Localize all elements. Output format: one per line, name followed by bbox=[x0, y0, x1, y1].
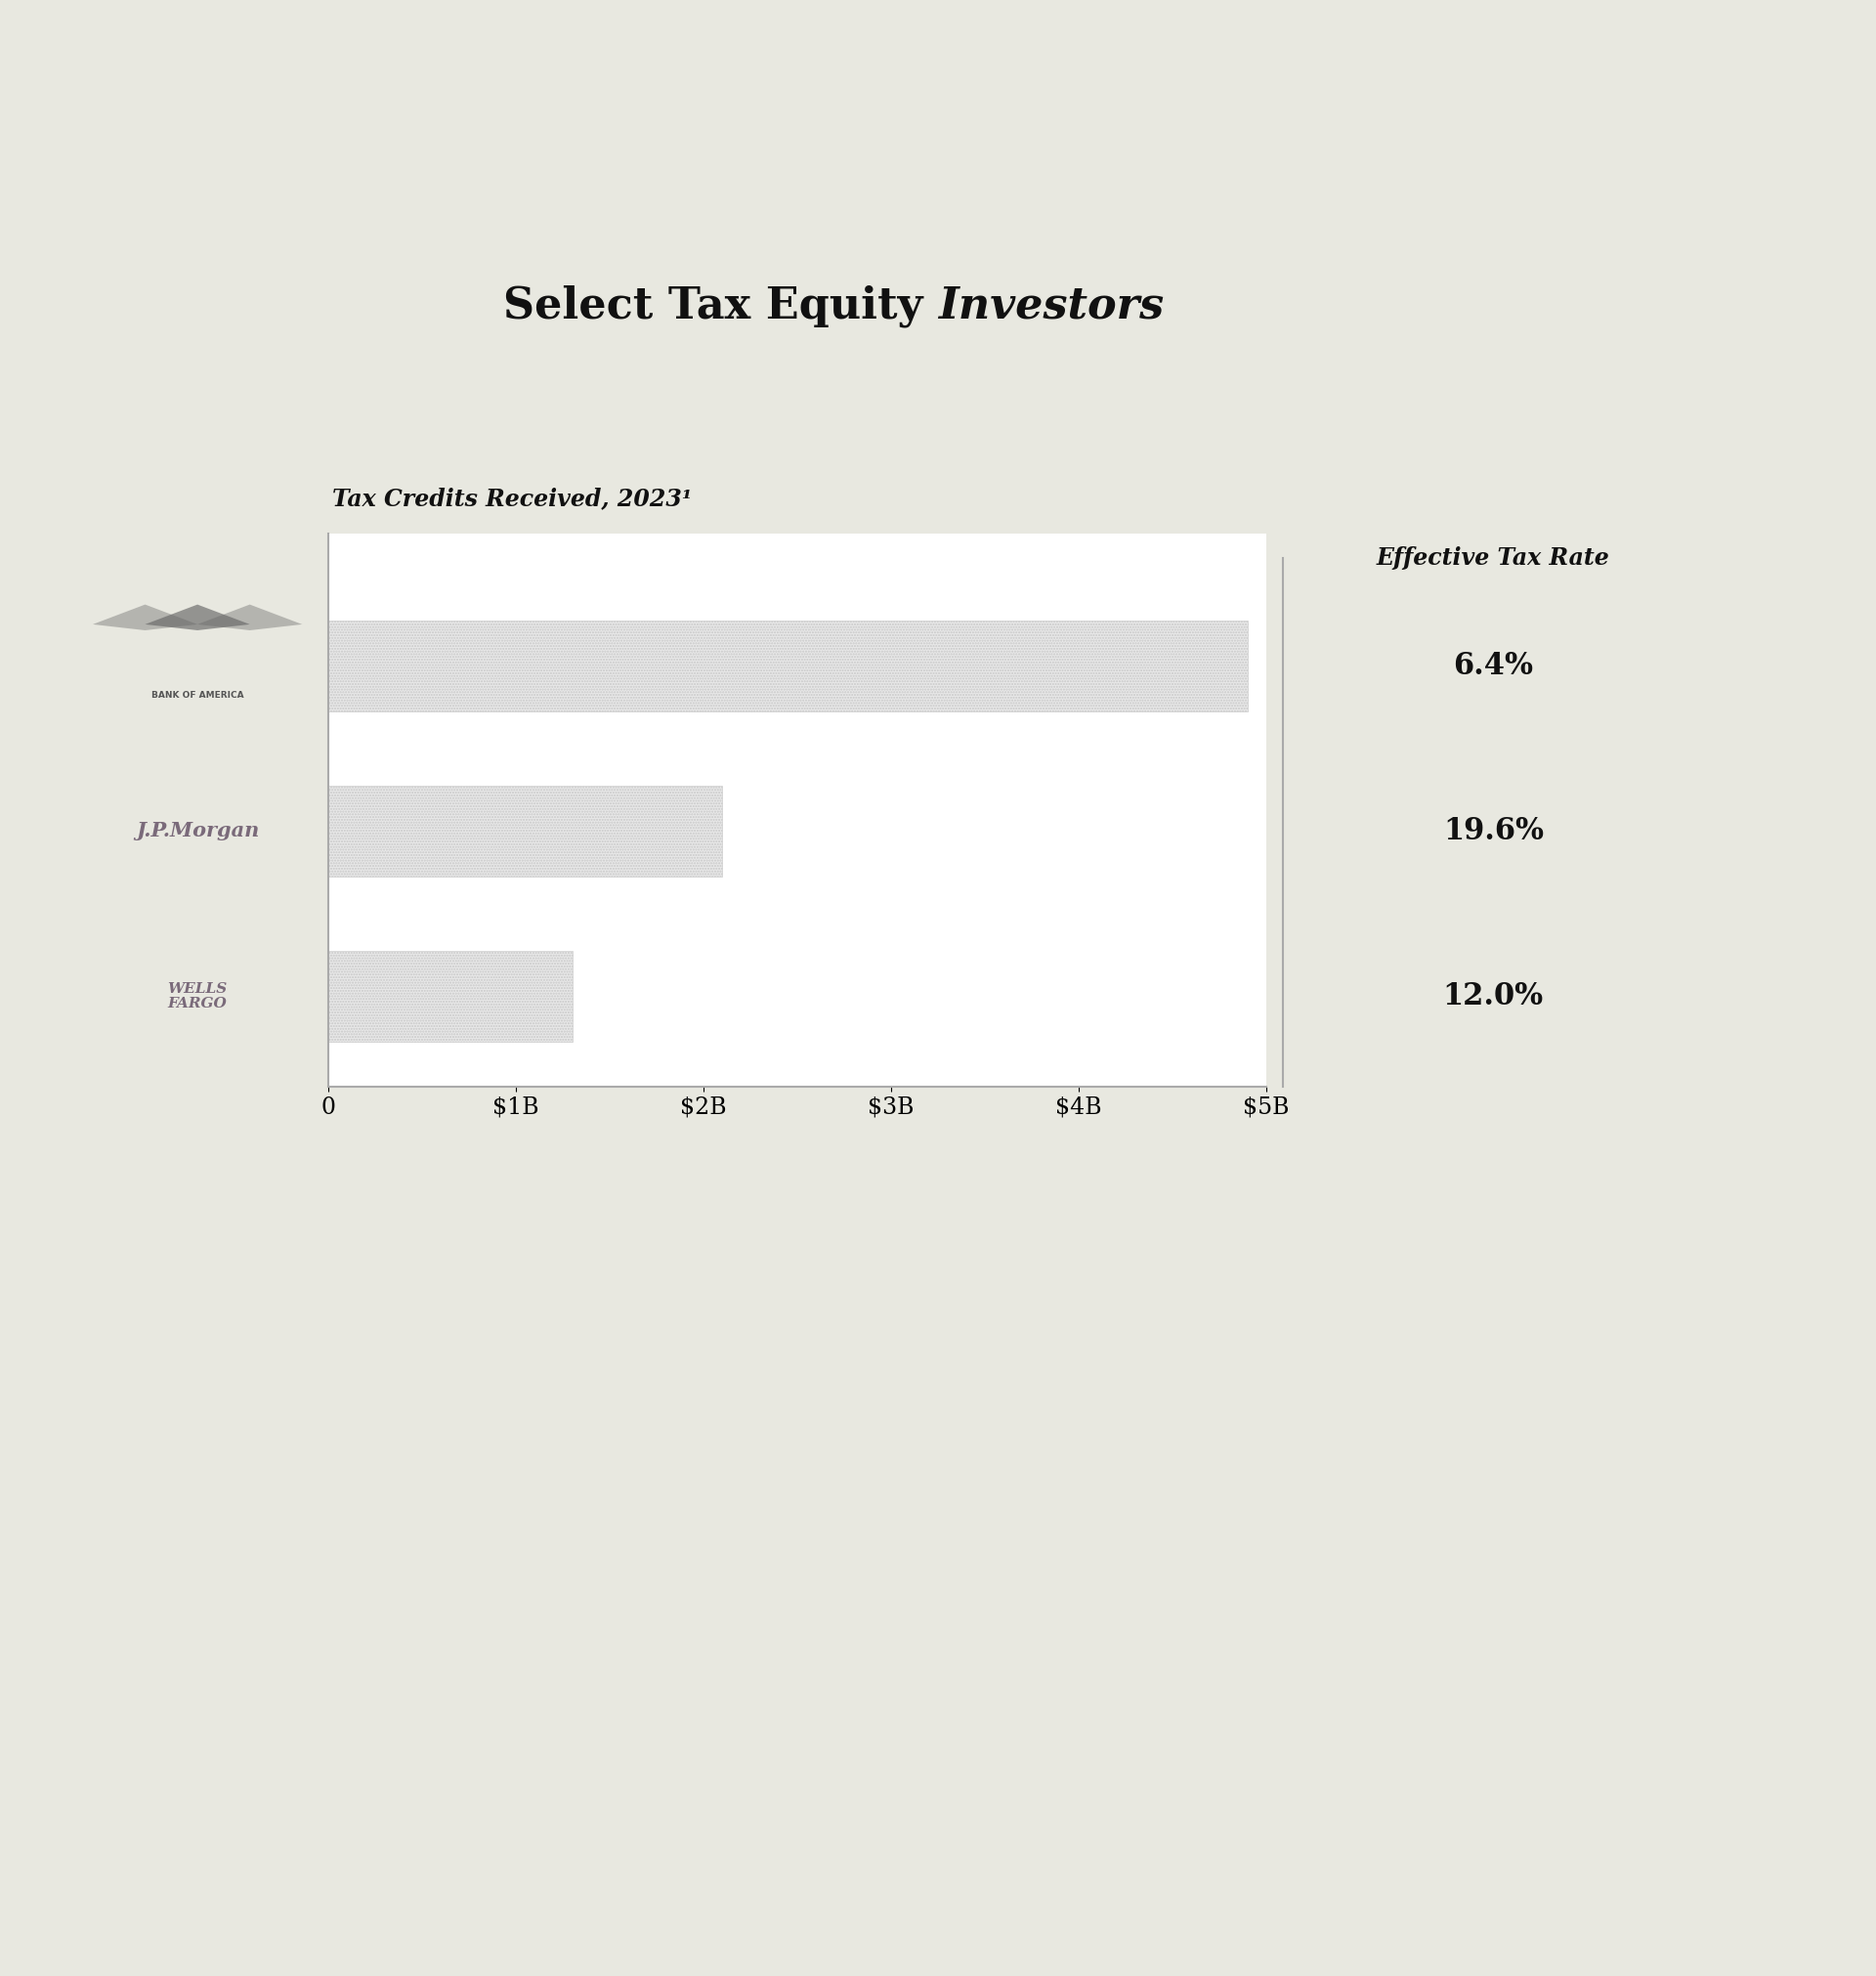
Text: Tax Credits Received, 2023¹: Tax Credits Received, 2023¹ bbox=[332, 486, 692, 510]
Polygon shape bbox=[197, 605, 302, 630]
Text: J.P.Morgan: J.P.Morgan bbox=[135, 822, 259, 840]
Text: Effective Tax Rate: Effective Tax Rate bbox=[1377, 547, 1610, 571]
Polygon shape bbox=[144, 605, 250, 630]
Text: 19.6%: 19.6% bbox=[1443, 816, 1544, 846]
Polygon shape bbox=[92, 605, 197, 630]
Text: BANK OF AMERICA: BANK OF AMERICA bbox=[152, 692, 244, 700]
Bar bbox=[328, 950, 572, 1041]
Text: Investors: Investors bbox=[938, 285, 1163, 328]
Text: 6.4%: 6.4% bbox=[1454, 650, 1533, 682]
Bar bbox=[328, 620, 1248, 711]
Text: 12.0%: 12.0% bbox=[1443, 980, 1544, 1012]
Text: Select Tax Equity: Select Tax Equity bbox=[503, 285, 938, 328]
Bar bbox=[328, 784, 722, 875]
Text: WELLS
FARGO: WELLS FARGO bbox=[167, 982, 227, 1010]
